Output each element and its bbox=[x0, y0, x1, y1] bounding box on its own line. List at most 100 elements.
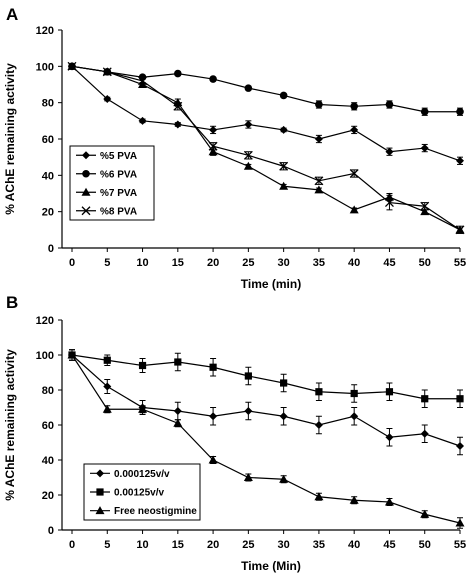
y-tick-label: 60 bbox=[42, 420, 54, 432]
x-tick-label: 5 bbox=[104, 539, 110, 551]
series-line bbox=[71, 65, 460, 113]
data-point bbox=[314, 185, 324, 194]
data-point bbox=[349, 169, 359, 178]
data-point bbox=[385, 433, 394, 442]
data-point bbox=[174, 69, 182, 78]
y-axis-label: % AChE remaining activity bbox=[3, 349, 17, 501]
y-tick-label: 20 bbox=[42, 207, 54, 219]
y-tick-label: 120 bbox=[36, 25, 54, 37]
data-point bbox=[385, 147, 394, 156]
legend-marker bbox=[95, 506, 105, 515]
y-axis-label: % AChE remaining activity bbox=[3, 63, 17, 215]
legend: %5 PVA %6 PVA %7 PVA %8 PVA bbox=[69, 145, 155, 221]
x-tick-label: 20 bbox=[207, 539, 219, 551]
data-point bbox=[349, 495, 359, 504]
data-point bbox=[420, 107, 429, 116]
data-point bbox=[138, 361, 147, 370]
data-point bbox=[384, 198, 394, 208]
data-point bbox=[420, 144, 429, 153]
data-point bbox=[243, 161, 253, 170]
legend-entry: 0.000125v/v bbox=[114, 469, 170, 480]
series-line bbox=[71, 65, 461, 162]
y-tick-label: 20 bbox=[42, 490, 54, 502]
data-point bbox=[138, 116, 147, 125]
data-point bbox=[315, 388, 323, 396]
data-point bbox=[67, 350, 77, 359]
data-point bbox=[279, 125, 288, 134]
x-tick-label: 40 bbox=[348, 539, 360, 551]
data-point bbox=[209, 363, 217, 371]
y-tick-label: 80 bbox=[42, 98, 54, 110]
x-tick-label: 55 bbox=[454, 539, 466, 551]
series-line bbox=[71, 354, 461, 524]
x-axis-label: Time (min) bbox=[241, 277, 301, 291]
x-tick-label: 30 bbox=[278, 539, 290, 551]
x-axis-label: Time (Min) bbox=[241, 559, 301, 573]
legend-marker bbox=[81, 187, 91, 196]
data-point bbox=[420, 201, 430, 211]
x-tick-label: 10 bbox=[136, 257, 148, 269]
x-tick-label: 20 bbox=[207, 257, 219, 269]
y-tick-label: 120 bbox=[36, 315, 54, 327]
y-tick-label: 100 bbox=[36, 61, 54, 73]
data-point bbox=[102, 67, 112, 77]
legend-entry: Free neostigmine bbox=[114, 506, 197, 517]
data-point bbox=[385, 100, 394, 109]
data-point bbox=[138, 80, 148, 88]
y-tick-label: 40 bbox=[42, 170, 54, 182]
data-point bbox=[173, 120, 182, 129]
y-tick-label: 80 bbox=[42, 385, 54, 397]
data-point bbox=[103, 356, 111, 364]
data-point bbox=[314, 135, 323, 143]
series-3 bbox=[67, 349, 465, 529]
data-point bbox=[173, 407, 182, 415]
data-point bbox=[103, 95, 112, 104]
x-tick-label: 5 bbox=[104, 257, 110, 269]
x-tick-label: 45 bbox=[383, 539, 395, 551]
legend-entry: 0.00125v/v bbox=[114, 488, 164, 499]
data-point bbox=[244, 372, 252, 380]
data-point bbox=[350, 389, 358, 398]
data-point bbox=[456, 395, 464, 403]
data-point bbox=[138, 76, 148, 86]
data-point bbox=[421, 395, 429, 403]
x-tick-label: 35 bbox=[313, 539, 325, 551]
series-line bbox=[71, 65, 461, 231]
data-point bbox=[208, 141, 218, 151]
data-point bbox=[315, 100, 323, 109]
panel-letter: B bbox=[6, 293, 18, 312]
data-point bbox=[420, 207, 430, 216]
x-tick-label: 50 bbox=[419, 257, 431, 269]
data-point bbox=[208, 455, 218, 464]
data-point bbox=[279, 181, 289, 190]
x-tick-label: 55 bbox=[454, 257, 466, 269]
data-point bbox=[350, 412, 359, 421]
data-point bbox=[279, 91, 288, 100]
series-line bbox=[71, 354, 460, 400]
data-point bbox=[279, 161, 289, 171]
legend-marker bbox=[96, 488, 104, 496]
data-point bbox=[244, 407, 253, 415]
data-point bbox=[138, 404, 148, 413]
legend-box bbox=[69, 145, 155, 221]
data-point bbox=[209, 412, 218, 421]
legend-marker bbox=[96, 469, 104, 478]
data-point bbox=[173, 418, 183, 427]
data-point bbox=[209, 125, 218, 134]
data-point bbox=[173, 101, 183, 111]
data-point bbox=[420, 509, 430, 518]
x-tick-label: 35 bbox=[313, 257, 325, 269]
data-point bbox=[456, 107, 464, 116]
data-point bbox=[209, 75, 217, 83]
y-tick-label: 0 bbox=[48, 525, 54, 537]
x-tick-label: 30 bbox=[278, 257, 290, 269]
x-tick-label: 25 bbox=[242, 539, 254, 551]
x-tick-label: 50 bbox=[419, 539, 431, 551]
y-tick-label: 40 bbox=[42, 455, 54, 467]
legend-entry: %7 PVA bbox=[100, 188, 137, 199]
data-point bbox=[243, 473, 253, 481]
data-point bbox=[385, 388, 394, 396]
x-tick-label: 0 bbox=[69, 539, 75, 551]
data-point bbox=[456, 442, 464, 450]
